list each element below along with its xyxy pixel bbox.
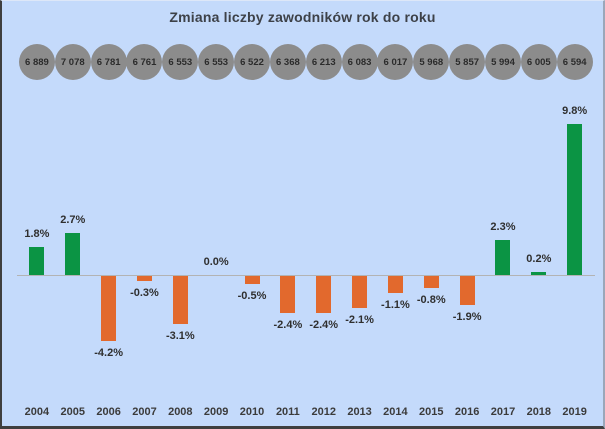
value-label: -0.8% (416, 294, 446, 307)
bar-negative (172, 276, 188, 324)
bar-negative (244, 276, 260, 284)
year-label: 2016 (454, 406, 480, 418)
total-circle: 6 213 (305, 44, 342, 80)
value-label: -2.1% (345, 314, 374, 327)
year-label: 2004 (24, 406, 50, 418)
value-label: 0.2% (526, 252, 552, 265)
total-circle: 6 594 (556, 44, 593, 80)
bar-positive (495, 239, 511, 275)
value-label: 2.3% (490, 220, 516, 233)
bar-positive (29, 247, 45, 275)
bar-negative (387, 276, 403, 293)
value-label: -2.4% (309, 318, 339, 331)
year-label: 2018 (526, 406, 552, 418)
bar-positive (567, 124, 583, 275)
year-label: 2009 (203, 406, 229, 418)
bar-negative (459, 276, 475, 306)
year-label: 2007 (132, 406, 157, 418)
total-circle: 6 083 (341, 44, 378, 80)
year-label: 2010 (239, 406, 265, 418)
total-circle: 6 522 (234, 44, 271, 80)
x-axis-line (17, 275, 595, 276)
value-label: -4.2% (94, 346, 123, 359)
total-circle: 5 857 (449, 44, 486, 80)
year-label: 2005 (60, 406, 86, 418)
bar-negative (423, 276, 439, 289)
year-label: 2013 (347, 406, 372, 418)
bar-negative (280, 276, 296, 313)
value-label: -2.4% (273, 318, 303, 331)
total-circle: 7 078 (54, 44, 91, 80)
total-circle: 5 968 (413, 44, 450, 80)
year-label: 2006 (96, 406, 121, 418)
year-label: 2012 (311, 406, 336, 418)
total-circle: 6 761 (126, 44, 163, 80)
total-circle: 6 889 (18, 44, 55, 80)
bar-positive (65, 233, 81, 275)
total-circle: 6 368 (269, 44, 306, 80)
bar-negative (316, 276, 332, 313)
value-label: -0.3% (130, 286, 159, 299)
value-label: 1.8% (24, 228, 50, 241)
bar-positive (531, 271, 547, 275)
value-label: -1.9% (452, 311, 482, 324)
total-circle: 6 553 (198, 44, 235, 80)
bar-negative (136, 276, 152, 281)
total-circle: 6 553 (162, 44, 199, 80)
year-label: 2014 (383, 406, 408, 418)
year-label: 2019 (562, 406, 587, 418)
value-label: 2.7% (60, 214, 86, 227)
year-label: 2008 (168, 406, 193, 418)
value-label: 0.0% (203, 256, 229, 268)
year-label: 2011 (275, 406, 300, 418)
total-circle: 6 017 (377, 44, 414, 80)
year-label: 2017 (490, 406, 516, 418)
value-label: 9.8% (562, 105, 588, 118)
value-label: -1.1% (381, 298, 410, 311)
value-label: -0.5% (237, 289, 267, 302)
total-circle: 6 781 (90, 44, 127, 80)
year-label: 2015 (419, 406, 444, 418)
bar-negative (101, 276, 117, 341)
bar-negative (352, 276, 368, 309)
total-circle: 6 005 (520, 44, 557, 80)
total-circle: 5 994 (484, 44, 521, 80)
chart-title: Zmiana liczby zawodników rok do roku (169, 9, 436, 25)
value-label: -3.1% (165, 329, 195, 342)
